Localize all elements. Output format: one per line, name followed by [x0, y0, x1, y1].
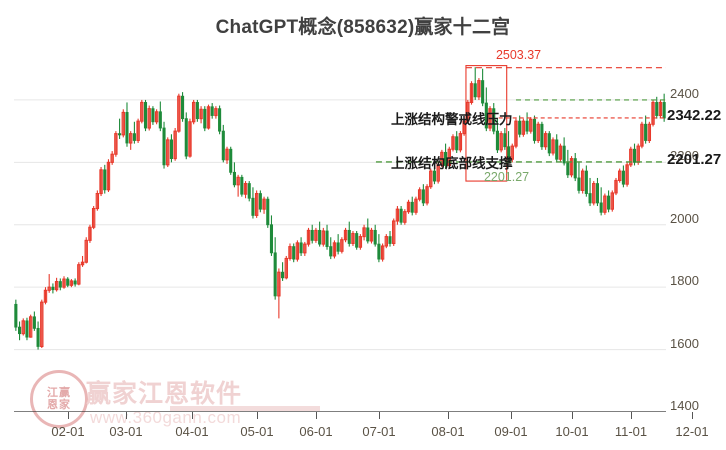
x-axis-tick-mark: [692, 412, 693, 419]
y-axis-tick-label: 1800: [670, 273, 699, 289]
peak-value-label: 2503.37: [495, 47, 542, 62]
x-axis-tick-mark: [316, 412, 317, 419]
x-axis-tick-mark: [572, 412, 573, 419]
support-value-label: 2201.27: [667, 150, 722, 168]
x-axis-tick-label: 11-01: [614, 424, 648, 439]
x-axis-tick-label: 10-01: [555, 424, 589, 439]
x-axis-tick-mark: [126, 412, 127, 419]
x-axis-tick-mark: [379, 412, 380, 419]
x-axis-tick-mark: [448, 412, 449, 419]
x-axis-tick-mark: [192, 412, 193, 419]
x-axis-tick-mark: [257, 412, 258, 419]
y-axis-tick-label: 1400: [670, 398, 699, 413]
x-axis-tick-mark: [68, 412, 69, 419]
y-axis-tick-label: 1600: [670, 335, 699, 351]
resistance-value-label: 2342.22: [667, 106, 722, 124]
x-axis-tick-label: 12-01: [675, 424, 709, 439]
x-axis-tick-label: 08-01: [431, 424, 465, 439]
x-axis-tick-label: 03-01: [109, 424, 143, 439]
y-axis-tick-label: 2200: [670, 148, 699, 164]
x-axis-tick-label: 06-01: [299, 424, 333, 439]
x-axis-tick-label: 02-01: [51, 424, 85, 439]
page-title: ChatGPT概念(858632)赢家十二宫: [215, 17, 511, 38]
x-axis-tick-mark: [511, 412, 512, 419]
price-series-svg: [14, 65, 666, 412]
x-axis-tick-mark: [631, 412, 632, 419]
x-axis-tick-label: 05-01: [240, 424, 274, 439]
x-axis-tick-label: 07-01: [362, 424, 396, 439]
support-line-label: 上涨结构底部线支撑: [391, 155, 513, 171]
plot-area: [14, 50, 666, 412]
x-axis-tick-label: 04-01: [175, 424, 209, 439]
x-axis-tick-label: 09-01: [494, 424, 528, 439]
y-axis-tick-label: 2400: [670, 85, 699, 101]
resistance-line-label: 上涨结构警戒线压力: [391, 111, 513, 127]
support-sub-value-label: 2201.27: [483, 169, 530, 184]
y-axis-tick-label: 2000: [670, 210, 699, 226]
